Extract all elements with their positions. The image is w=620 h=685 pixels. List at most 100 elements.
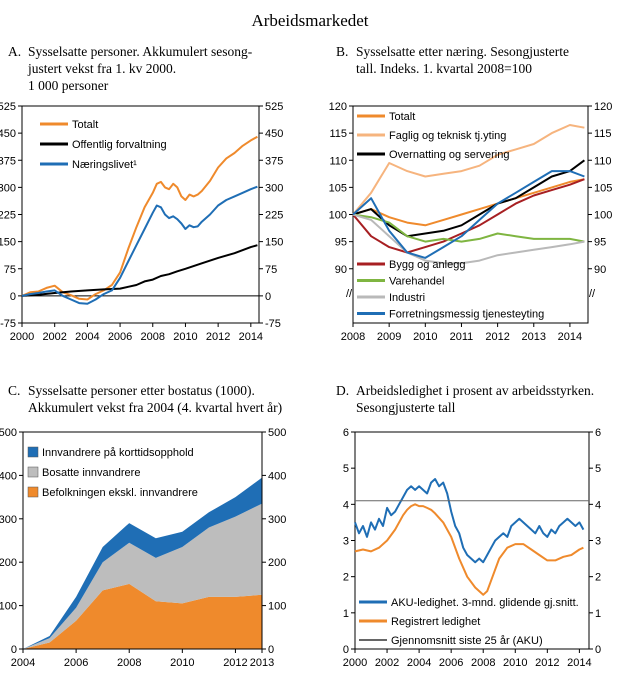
legend-item-label: Gjennomsnitt siste 25 år (AKU)	[391, 635, 543, 647]
y-tick-label-left: 0	[343, 644, 349, 656]
x-tick-label: 2002	[375, 657, 399, 669]
axis-break-left: //	[346, 288, 353, 300]
page-title: Arbeidsmarkedet	[251, 11, 368, 30]
x-tick-label: 2006	[108, 331, 132, 343]
y-tick-label-left: 105	[329, 182, 347, 194]
panel-d: D. Arbeidsledighet i prosent av arbeidsst…	[336, 383, 601, 669]
panel-title: A. Sysselsatte personer. Akkumulert seson…	[8, 44, 253, 93]
legend: AKU-ledighet. 3-mnd. glidende gj.snitt. R…	[359, 597, 579, 647]
x-tick-label: 2010	[173, 331, 197, 343]
y-tick-label-left: 0	[11, 644, 17, 656]
y-tick-label-left: 225	[0, 210, 16, 222]
y-tick-label-left: 120	[329, 101, 347, 113]
legend-label: Befolkningen ekskl. innvandrere	[42, 487, 198, 499]
y-tick-label-right: 75	[265, 264, 277, 276]
legend-label: Innvandrere på korttidsopphold	[42, 447, 194, 459]
x-tick-label: 2012	[485, 331, 509, 343]
legend-item-label: Overnatting og servering	[389, 149, 509, 161]
x-tick-label: 2010	[503, 657, 527, 669]
y-tick-label-right: 110	[594, 155, 612, 167]
y-tick-label-right: 225	[265, 210, 283, 222]
y-tick-label-right: 105	[594, 182, 612, 194]
series-line	[352, 213, 585, 265]
panel-title-line: Sesongjusterte tall	[356, 400, 456, 415]
panel-a: A. Sysselsatte personer. Akkumulert seson…	[0, 44, 283, 343]
x-tick-label: 2004	[407, 657, 431, 669]
panel-title-line: Sysselsatte etter næring. Sesongjusterte	[356, 44, 569, 59]
y-tick-label-right: 2	[595, 572, 601, 584]
x-tick-label: 2013	[250, 657, 274, 669]
series-line	[21, 185, 258, 305]
y-tick-label-left: 525	[0, 101, 16, 113]
area-band	[23, 583, 262, 649]
y-tick-label-right: 200	[268, 557, 286, 569]
legend-swatch	[27, 486, 39, 498]
x-tick-label: 2008	[117, 657, 141, 669]
y-tick-label-left: 2	[343, 572, 349, 584]
legend-item-label: AKU-ledighet. 3-mnd. glidende gj.snitt.	[391, 597, 579, 609]
y-tick-label-left: 110	[329, 155, 347, 167]
y-tick-label-right: 3	[595, 536, 601, 548]
plot-frame-top	[22, 431, 263, 650]
y-tick-label-left: 0	[10, 291, 16, 303]
y-tick-label-left: 500	[0, 427, 17, 439]
series-line	[352, 178, 585, 254]
y-tick-label-right: 300	[265, 182, 283, 194]
series-line	[352, 213, 585, 243]
y-tick-label-right: 0	[268, 644, 274, 656]
legend: Totalt Offentlig forvaltning Næringslivet¹	[40, 119, 167, 171]
legend-item-label: Totalt	[389, 111, 415, 123]
y-tick-label-right: 0	[595, 644, 601, 656]
series-line	[352, 124, 585, 216]
series-line	[354, 503, 584, 596]
panel-title: C. Sysselsatte personer etter bostatus (1…	[8, 383, 282, 415]
y-tick-label-left: 75	[4, 264, 16, 276]
panel-title-line: justert vekst fra 1. kv 2000.	[27, 61, 176, 76]
y-tick-label-right: 120	[594, 101, 612, 113]
y-tick-label-left: 450	[0, 128, 16, 140]
area-group	[23, 477, 262, 649]
y-tick-label-left: -75	[0, 318, 16, 330]
x-tick-label: 2012	[223, 657, 247, 669]
y-tick-label-right: 300	[268, 514, 286, 526]
y-tick-label-right: 450	[265, 128, 283, 140]
y-tick-label-right: 6	[595, 427, 601, 439]
legend-item-label: Industri	[389, 292, 425, 304]
y-tick-label-right: 5	[595, 463, 601, 475]
y-tick-label-right: 1	[595, 608, 601, 620]
y-tick-label-right: 95	[594, 237, 606, 249]
x-tick-label: 2008	[141, 331, 165, 343]
legend-item-label: Faglig og teknisk tj.yting	[389, 130, 506, 142]
series-line	[21, 135, 258, 301]
y-tick-label-left: 200	[0, 557, 17, 569]
x-tick-label: 2002	[42, 331, 66, 343]
legend-item-label: Offentlig forvaltning	[72, 139, 167, 151]
legend-label: Bosatte innvandrere	[42, 467, 140, 479]
y-tick-label-right: 500	[268, 427, 286, 439]
panel-title-line: tall. Indeks. 1. kvartal 2008=100	[356, 61, 532, 76]
x-tick-label: 2012	[535, 657, 559, 669]
x-tick-label: 2009	[377, 331, 401, 343]
legend-item-label: Næringslivet¹	[72, 159, 137, 171]
series-group	[352, 124, 585, 265]
y-tick-label-right: 150	[265, 237, 283, 249]
y-tick-label-right: 525	[265, 101, 283, 113]
y-tick-label-right: 375	[265, 155, 283, 167]
area-band	[23, 503, 262, 649]
series-line	[352, 170, 585, 259]
y-tick-label-left: 150	[0, 237, 16, 249]
panel-letter: D.	[336, 383, 349, 398]
panel-title-line: Arbeidsledighet i prosent av arbeidsstyr…	[356, 383, 594, 398]
panel-letter: C.	[8, 383, 20, 398]
y-tick-label-left: 100	[329, 210, 347, 222]
y-tick-label-left: 3	[343, 536, 349, 548]
panel-title-line: Akkumulert vekst fra 2004 (4. kvartal hv…	[28, 400, 282, 415]
y-tick-label-left: 100	[0, 601, 17, 613]
x-tick-label: 2000	[343, 657, 367, 669]
legend: Innvandrere på korttidsopphold Bosatte in…	[27, 446, 198, 499]
legend: Totalt Faglig og teknisk tj.yting Overnatt…	[357, 111, 544, 321]
x-tick-label: 2010	[413, 331, 437, 343]
panel-b: B. Sysselsatte etter næring. Sesongjuster…	[329, 44, 613, 343]
y-tick-label-left: 90	[335, 264, 347, 276]
